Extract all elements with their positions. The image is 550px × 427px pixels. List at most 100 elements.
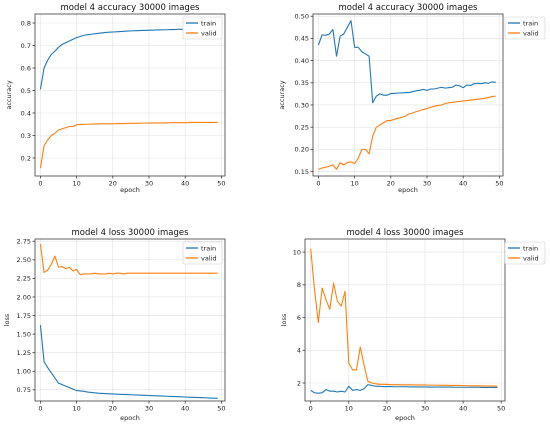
series-group bbox=[317, 20, 496, 170]
legend-label-train: train bbox=[523, 245, 538, 253]
x-tick-label: 20 bbox=[109, 405, 117, 413]
y-tick-label: 0.45 bbox=[295, 35, 309, 43]
series-group bbox=[310, 248, 498, 394]
legend-label-valid: valid bbox=[201, 255, 217, 263]
y-tick-label: 0.5 bbox=[21, 87, 31, 95]
y-tick-label: 0.7 bbox=[21, 42, 31, 50]
grid bbox=[305, 239, 505, 401]
y-tick-label: 8 bbox=[297, 281, 301, 289]
y-tick-label: 2.25 bbox=[17, 275, 31, 283]
x-tick-label: 0 bbox=[38, 405, 42, 413]
x-tick-label: 10 bbox=[72, 180, 80, 188]
legend-label-valid: valid bbox=[523, 30, 539, 38]
grid bbox=[35, 239, 225, 401]
plot-frame bbox=[312, 13, 504, 177]
grid bbox=[313, 14, 503, 176]
chart-title: model 4 loss 30000 images bbox=[71, 228, 189, 238]
y-axis-label: accuracy bbox=[278, 80, 286, 109]
x-tick-label: 40 bbox=[181, 405, 189, 413]
legend: train valid bbox=[182, 241, 223, 265]
chart-panel-top-right: model 4 accuracy 30000 images 0 10 20 30 40 5… bbox=[278, 3, 546, 194]
y-tick-label: 0.20 bbox=[295, 146, 309, 154]
x-tick-label: 50 bbox=[217, 405, 225, 413]
chart-title: model 4 accuracy 30000 images bbox=[61, 3, 201, 13]
x-tick-label: 50 bbox=[495, 180, 503, 188]
legend-label-valid: valid bbox=[201, 30, 217, 38]
x-tick-label: 0 bbox=[38, 180, 42, 188]
y-tick-label: 10 bbox=[293, 248, 301, 256]
x-tick-label: 40 bbox=[459, 180, 467, 188]
chart-title: model 4 loss 30000 images bbox=[346, 228, 464, 238]
y-tick-label: 0.6 bbox=[21, 64, 31, 72]
chart-panel-bottom-right: model 4 loss 30000 images 0 10 20 30 40 50 2 4 6… bbox=[280, 228, 546, 422]
y-tick-label: 0.8 bbox=[21, 19, 31, 27]
legend: train valid bbox=[182, 16, 223, 40]
y-tick-label: 2.50 bbox=[17, 256, 31, 264]
chart-title: model 4 accuracy 30000 images bbox=[339, 3, 479, 13]
x-tick-label: 20 bbox=[387, 180, 395, 188]
y-axis-label: loss bbox=[280, 313, 288, 326]
y-tick-label: 0.75 bbox=[17, 386, 31, 394]
x-tick-label: 40 bbox=[181, 180, 189, 188]
legend-label-valid: valid bbox=[523, 255, 539, 263]
x-axis-label: epoch bbox=[398, 186, 418, 194]
chart-panel-bottom-left: model 4 loss 30000 images 0 10 20 30 40 50 0.7… bbox=[3, 228, 226, 422]
x-tick-label: 20 bbox=[383, 405, 391, 413]
x-axis-label: epoch bbox=[120, 186, 140, 194]
x-tick-label: 30 bbox=[145, 405, 153, 413]
y-tick-label: 0.2 bbox=[21, 154, 31, 162]
y-tick-label: 6 bbox=[297, 314, 301, 322]
tick-labels: 0 10 20 30 40 50 0.75 1.00 1.25 1.50 1.75 2.00 2.25 2… bbox=[17, 238, 226, 413]
plot-frame bbox=[34, 238, 226, 402]
series-line-valid bbox=[318, 95, 496, 170]
series-line-valid bbox=[310, 248, 498, 387]
legend-label-train: train bbox=[201, 245, 216, 253]
y-tick-label: 1.00 bbox=[17, 368, 31, 376]
y-tick-label: 1.50 bbox=[17, 330, 31, 338]
x-tick-label: 30 bbox=[423, 180, 431, 188]
series-line-train bbox=[310, 384, 498, 394]
series-line-valid bbox=[39, 244, 218, 276]
x-tick-label: 30 bbox=[145, 180, 153, 188]
x-tick-label: 50 bbox=[217, 180, 225, 188]
y-tick-label: 0.50 bbox=[295, 13, 309, 21]
y-tick-label: 1.75 bbox=[17, 312, 31, 320]
legend: train valid bbox=[504, 16, 546, 40]
tick-labels: 0 10 20 30 40 50 2 4 6 8 10 bbox=[293, 248, 506, 412]
y-tick-label: 2.00 bbox=[17, 293, 31, 301]
series-line-train bbox=[317, 20, 496, 104]
tick-labels: 0 10 20 30 40 50 0.15 0.20 0.25 0.30 0.35 0.40 0.45 0… bbox=[295, 13, 504, 188]
y-axis-label: loss bbox=[3, 313, 11, 326]
y-tick-label: 0.15 bbox=[295, 168, 309, 176]
y-tick-label: 0.3 bbox=[21, 132, 31, 140]
x-axis-label: epoch bbox=[120, 414, 140, 422]
y-tick-label: 0.4 bbox=[21, 109, 31, 117]
plot-frame bbox=[34, 13, 226, 177]
plot-frame bbox=[304, 238, 506, 402]
legend: train valid bbox=[504, 241, 546, 265]
y-tick-label: 2.75 bbox=[17, 238, 31, 246]
x-axis-label: epoch bbox=[395, 414, 415, 422]
x-tick-label: 10 bbox=[345, 405, 353, 413]
tick-labels: 0 10 20 30 40 50 0.2 0.3 0.4 0.5 0.6 0.7 0.8 bbox=[21, 19, 226, 187]
y-tick-label: 4 bbox=[297, 347, 301, 355]
x-tick-label: 10 bbox=[72, 405, 80, 413]
x-tick-label: 0 bbox=[309, 405, 313, 413]
y-tick-label: 2 bbox=[297, 379, 301, 387]
x-tick-label: 0 bbox=[316, 180, 320, 188]
legend-label-train: train bbox=[523, 20, 538, 28]
series-line-train bbox=[39, 325, 218, 399]
series-group bbox=[39, 27, 218, 169]
y-tick-label: 0.25 bbox=[295, 123, 309, 131]
legend-label-train: train bbox=[201, 20, 216, 28]
y-tick-label: 0.30 bbox=[295, 101, 309, 109]
x-tick-label: 10 bbox=[350, 180, 358, 188]
y-tick-label: 0.40 bbox=[295, 57, 309, 65]
series-group bbox=[39, 244, 218, 399]
x-tick-label: 40 bbox=[459, 405, 467, 413]
x-tick-label: 20 bbox=[109, 180, 117, 188]
series-line-valid bbox=[39, 121, 218, 169]
y-tick-label: 1.25 bbox=[17, 349, 31, 357]
chart-panel-top-left: model 4 accuracy 30000 images 0 10 20 30 40 5… bbox=[5, 3, 226, 194]
